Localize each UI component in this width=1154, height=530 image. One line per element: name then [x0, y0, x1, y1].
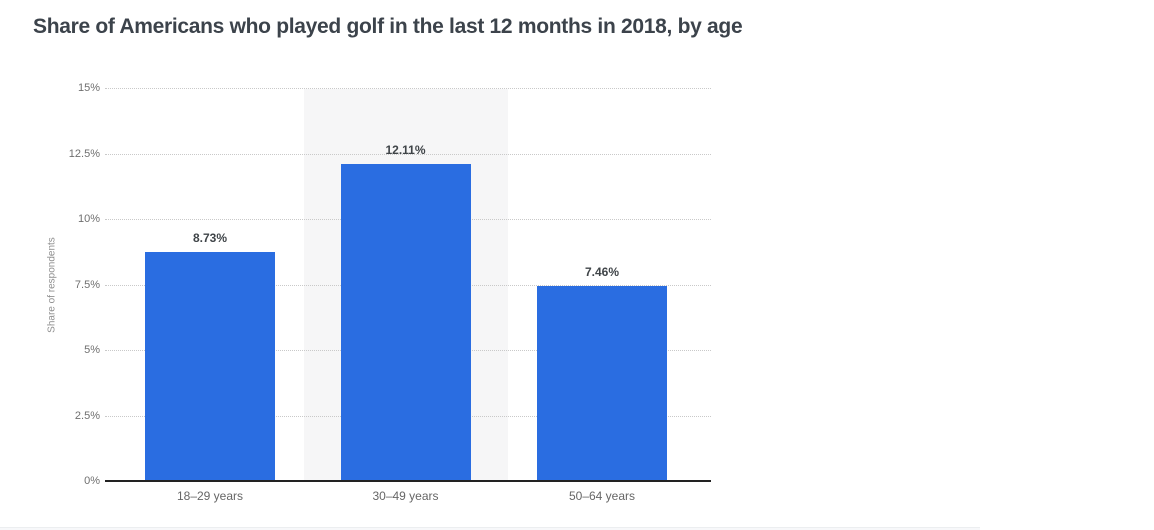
y-axis-tick-label: 10% — [77, 213, 100, 225]
x-axis-category-label: 50–64 years — [568, 489, 636, 503]
chart-title: Share of Americans who played golf in th… — [33, 15, 743, 38]
y-gridline — [105, 153, 711, 155]
footer-band — [0, 527, 980, 530]
x-axis-category-label: 18–29 years — [176, 489, 244, 503]
y-axis-tick-label: 7.5% — [74, 278, 100, 291]
bar-value-label: 7.46% — [584, 264, 620, 279]
y-axis-tick-label: 5% — [84, 344, 100, 356]
x-axis-category-label: 30–49 years — [372, 489, 439, 503]
y-axis-tick-label: 15% — [77, 82, 100, 94]
x-axis-line — [105, 480, 711, 482]
bar-value-label: 12.11% — [385, 142, 426, 157]
bar-30-49[interactable] — [340, 163, 471, 481]
bar-50-64[interactable] — [537, 285, 667, 481]
y-gridline — [105, 88, 711, 89]
y-axis-tick-label: 12.5% — [68, 147, 100, 160]
y-axis-tick-label: 2.5% — [74, 409, 100, 422]
y-axis-tick-label: 0% — [84, 475, 100, 487]
bar-value-label: 8.73% — [192, 231, 228, 246]
bar-18-29[interactable] — [145, 252, 275, 481]
